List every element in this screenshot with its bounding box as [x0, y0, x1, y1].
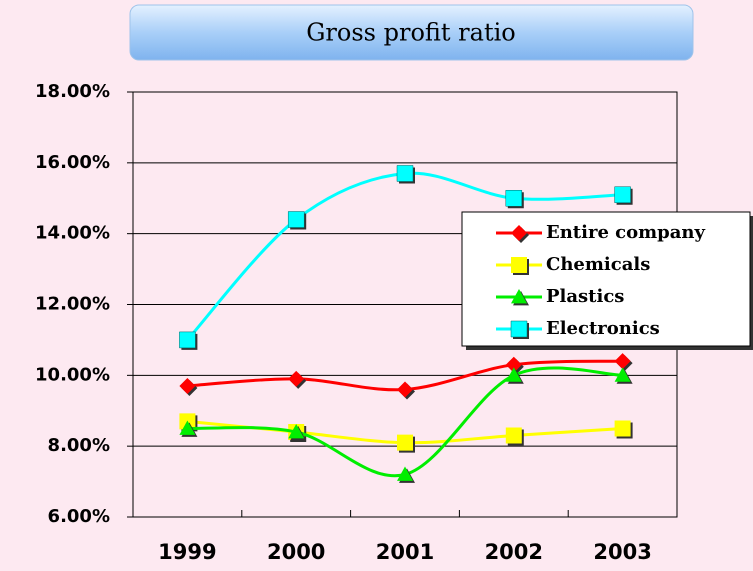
- marker: [397, 466, 413, 481]
- marker: [179, 420, 196, 435]
- marker: [179, 377, 196, 394]
- y-tick-label: 18.00%: [35, 81, 110, 102]
- marker: [614, 367, 631, 382]
- marker: [397, 434, 413, 451]
- x-tick-label: 2003: [593, 540, 651, 564]
- y-tick-label: 12.00%: [35, 294, 110, 315]
- marker: [288, 370, 305, 387]
- y-tick-label: 16.00%: [35, 152, 110, 173]
- marker: [505, 367, 522, 382]
- marker: [288, 424, 305, 439]
- marker: [614, 186, 631, 203]
- x-tick-label: 2001: [376, 540, 434, 564]
- legend-label: Chemicals: [546, 254, 650, 275]
- marker: [505, 190, 523, 207]
- x-tick-label: 2002: [485, 540, 543, 564]
- y-tick-label: 14.00%: [35, 223, 110, 244]
- y-tick-label: 8.00%: [48, 435, 110, 456]
- chart-title: Gross profit ratio: [306, 19, 515, 47]
- x-tick-label: 1999: [158, 540, 216, 564]
- legend-label: Plastics: [546, 286, 624, 307]
- marker: [511, 225, 527, 241]
- y-tick-label: 6.00%: [48, 506, 110, 527]
- legend-label: Entire company: [546, 222, 706, 243]
- title-box: [129, 4, 694, 61]
- marker: [397, 381, 413, 398]
- marker: [511, 257, 527, 273]
- marker: [179, 331, 196, 349]
- marker: [505, 356, 522, 373]
- marker: [505, 427, 522, 444]
- legend-label: Electronics: [546, 318, 660, 339]
- y-tick-label: 10.00%: [35, 364, 110, 385]
- marker: [614, 353, 631, 370]
- marker: [511, 289, 527, 304]
- marker: [396, 165, 414, 182]
- marker: [510, 320, 528, 338]
- marker: [287, 211, 305, 228]
- x-tick-label: 2000: [267, 540, 325, 564]
- marker: [614, 420, 631, 437]
